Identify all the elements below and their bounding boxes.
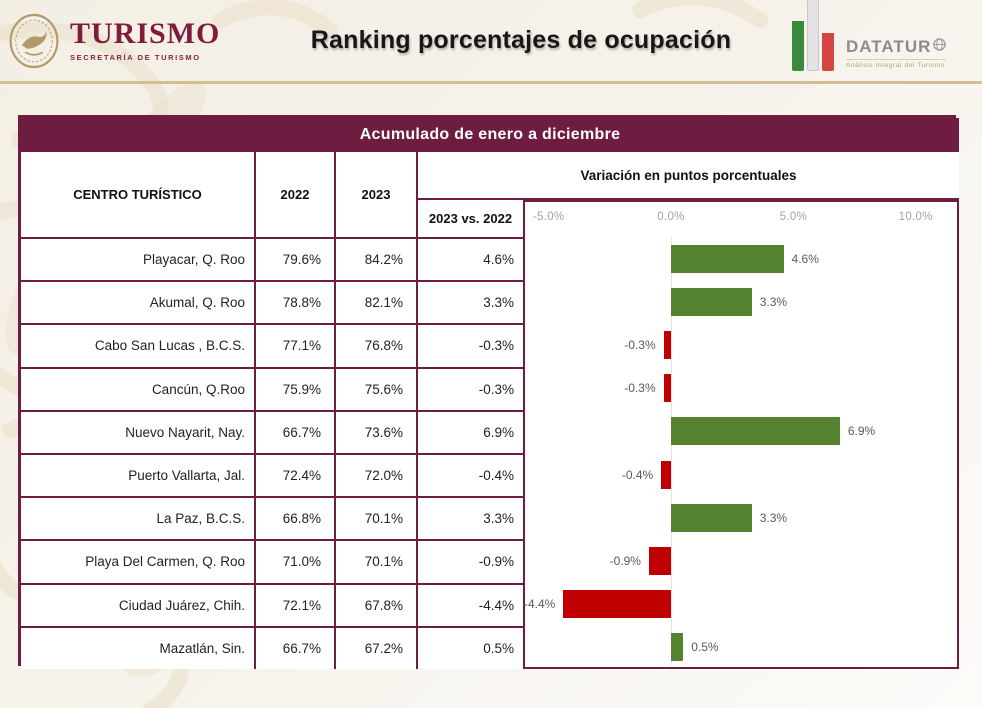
variation-cell: -0.3%	[418, 325, 523, 367]
variation-bar	[648, 547, 671, 575]
variation-cell: 3.3%	[418, 498, 523, 540]
centro-turistico-cell: Nuevo Nayarit, Nay.	[21, 411, 256, 453]
centro-turistico-cell: Akumal, Q. Roo	[21, 282, 256, 324]
turismo-logo: TURISMO SECRETARÍA DE TURISMO	[0, 12, 250, 70]
variation-cell: -0.3%	[418, 368, 523, 410]
turismo-wordmark: TURISMO	[70, 17, 221, 50]
variation-bar	[671, 287, 752, 316]
axis-tick-label: 5.0%	[779, 211, 808, 223]
table-row: Cabo San Lucas , B.C.S. 77.1% 76.8% -0.3%	[21, 323, 523, 367]
table-row: Mazatlán, Sin. 66.7% 67.2% 0.5%	[21, 625, 523, 669]
datatur-tagline: Análisis Integral del Turismo	[846, 58, 947, 69]
variation-bar	[671, 633, 684, 662]
value-2023-cell: 75.6%	[336, 368, 418, 410]
bar-value-label: 0.5%	[691, 640, 719, 655]
value-2022-cell: 72.1%	[256, 584, 336, 626]
table-row: Cancún, Q.Roo 75.9% 75.6% -0.3%	[21, 366, 523, 410]
table-row: Puerto Vallarta, Jal. 72.4% 72.0% -0.4%	[21, 452, 523, 497]
value-2022-cell: 72.4%	[256, 454, 336, 497]
centro-turistico-cell: Puerto Vallarta, Jal.	[21, 454, 256, 497]
value-2023-cell: 84.2%	[336, 239, 418, 281]
value-2022-cell: 78.8%	[256, 282, 336, 324]
bar-value-label: -0.4%	[621, 467, 654, 482]
variation-cell: -0.9%	[418, 541, 523, 583]
value-2022-cell: 66.8%	[256, 498, 336, 540]
table-row: La Paz, B.C.S. 66.8% 70.1% 3.3%	[21, 496, 523, 540]
chart-zero-axis-line	[671, 237, 672, 665]
value-2022-cell: 75.9%	[256, 368, 336, 410]
col-header-2022: 2022	[256, 152, 336, 237]
top-header: TURISMO SECRETARÍA DE TURISMO Ranking po…	[0, 0, 982, 84]
datatur-wordmark: DATATUR	[846, 36, 932, 56]
value-2022-cell: 79.6%	[256, 239, 336, 281]
value-2023-cell: 67.8%	[336, 584, 418, 626]
globe-icon	[933, 38, 947, 56]
datatur-flag-icon	[792, 0, 838, 83]
centro-turistico-cell: Playacar, Q. Roo	[21, 239, 256, 281]
bar-value-label: 4.6%	[791, 251, 819, 266]
centro-turistico-cell: Cancún, Q.Roo	[21, 368, 256, 410]
table-row: Nuevo Nayarit, Nay. 66.7% 73.6% 6.9%	[21, 409, 523, 453]
table-row: Akumal, Q. Roo 78.8% 82.1% 3.3%	[21, 280, 523, 324]
bar-value-label: 3.3%	[759, 294, 788, 309]
occupancy-report-table: Acumulado de enero a diciembre CENTRO TU…	[18, 115, 959, 669]
variation-bar-chart: -5.0% 0.0% 5.0% 10.0% 4.6% 3.3% -0.3% -0.3% 6.9…	[523, 200, 959, 669]
variation-cell: 0.5%	[418, 627, 523, 669]
table-row: Playa Del Carmen, Q. Roo 71.0% 70.1% -0.9%	[21, 539, 523, 583]
datatur-logo: DATATUR Análisis Integral del Turismo	[792, 0, 982, 83]
variation-cell: -0.4%	[418, 454, 523, 497]
bar-value-label: -0.9%	[609, 554, 641, 568]
value-2022-cell: 66.7%	[256, 411, 336, 453]
value-2023-cell: 82.1%	[336, 282, 418, 324]
table-rows: Playacar, Q. Roo 79.6% 84.2% 4.6% Akumal, Q.…	[21, 237, 523, 669]
col-header-2023-vs-2022: 2023 vs. 2022	[418, 200, 523, 237]
col-header-variation-group: Variación en puntos porcentuales	[418, 152, 959, 200]
value-2022-cell: 77.1%	[256, 325, 336, 367]
variation-bar	[663, 374, 671, 403]
centro-turistico-cell: Mazatlán, Sin.	[21, 627, 256, 669]
col-header-centro-turistico: CENTRO TURÍSTICO	[21, 152, 256, 237]
turismo-subtitle: SECRETARÍA DE TURISMO	[70, 53, 201, 62]
value-2023-cell: 72.0%	[336, 454, 418, 497]
table-banner: Acumulado de enero a diciembre	[21, 118, 959, 152]
value-2022-cell: 66.7%	[256, 627, 336, 669]
variation-bar	[563, 590, 671, 619]
variation-cell: 4.6%	[418, 239, 523, 281]
variation-bar	[671, 244, 784, 273]
table-row: Playacar, Q. Roo 79.6% 84.2% 4.6%	[21, 237, 523, 281]
centro-turistico-cell: Playa Del Carmen, Q. Roo	[21, 541, 256, 583]
eagle-seal-icon	[9, 13, 59, 68]
variation-bar	[663, 331, 671, 359]
centro-turistico-cell: Cabo San Lucas , B.C.S.	[21, 325, 256, 367]
value-2023-cell: 73.6%	[336, 411, 418, 453]
variation-cell: -4.4%	[418, 584, 523, 626]
bar-value-label: -0.3%	[624, 381, 656, 396]
value-2023-cell: 67.2%	[336, 627, 418, 669]
bar-value-label: 3.3%	[759, 510, 788, 525]
col-header-2023: 2023	[336, 152, 418, 237]
variation-cell: 6.9%	[418, 411, 523, 453]
axis-tick-label: 0.0%	[657, 211, 685, 223]
axis-tick-label: -5.0%	[532, 211, 565, 223]
centro-turistico-cell: La Paz, B.C.S.	[21, 498, 256, 540]
bar-value-label: 6.9%	[847, 424, 876, 439]
axis-tick-label: 10.0%	[898, 211, 933, 223]
value-2023-cell: 70.1%	[336, 541, 418, 583]
page-title: Ranking porcentajes de ocupación	[310, 26, 732, 54]
value-2023-cell: 76.8%	[336, 325, 418, 367]
chart-x-axis: -5.0% 0.0% 5.0% 10.0%	[525, 202, 957, 237]
variation-bar	[661, 460, 671, 489]
value-2022-cell: 71.0%	[256, 541, 336, 583]
variation-bar	[671, 417, 840, 446]
variation-bar	[671, 503, 752, 532]
variation-cell: 3.3%	[418, 282, 523, 324]
bar-value-label: -4.4%	[523, 597, 556, 612]
table-row: Ciudad Juárez, Chih. 72.1% 67.8% -4.4%	[21, 582, 523, 626]
value-2023-cell: 70.1%	[336, 498, 418, 540]
bar-value-label: -0.3%	[624, 338, 656, 352]
centro-turistico-cell: Ciudad Juárez, Chih.	[21, 584, 256, 626]
